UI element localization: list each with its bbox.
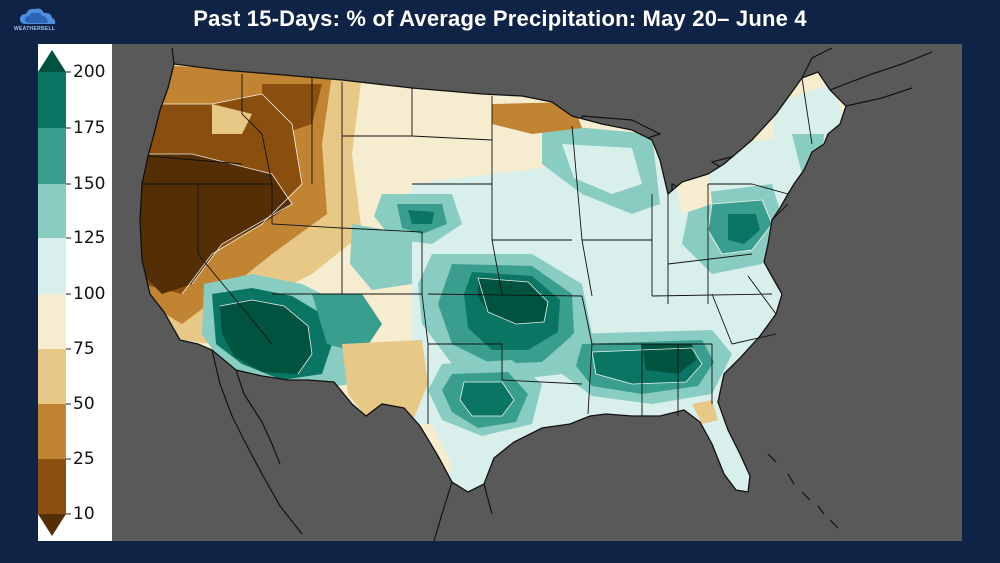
colorbar-segment-75-100: [38, 294, 66, 349]
precipitation-map: [112, 44, 962, 541]
colorbar-tick-label: 200: [73, 62, 106, 82]
colorbar-segment-175-200: [38, 72, 66, 128]
colorbar-arrow-bottom: [38, 514, 66, 536]
colorbar-tick-label: 125: [73, 228, 106, 248]
colorbar-tick-label: 50: [73, 394, 95, 414]
colorbar-tick-label: 10: [73, 504, 95, 524]
page-title: Past 15-Days: % of Average Precipitation…: [193, 6, 807, 31]
weatherbell-logo: [14, 6, 66, 36]
state-boundaries: [139, 63, 847, 493]
colorbar-segment-100-125: [38, 238, 66, 294]
mexico-coast: [211, 349, 493, 541]
colorbar-segment-150-175: [38, 128, 66, 184]
colorbar-segment-25-50: [38, 404, 66, 459]
colorbar-segment-50-75: [38, 349, 66, 404]
colorbar-tick-label: 100: [73, 284, 106, 304]
logo-wordmark: WEATHERBELL: [14, 26, 56, 32]
colorbar-tick-label: 25: [73, 449, 95, 469]
colorbar: [38, 50, 71, 536]
colorbar-tick-label: 175: [73, 118, 106, 138]
colorbar-segment-10-25: [38, 459, 66, 514]
colorbar-segment-125-150: [38, 184, 66, 238]
canada-coast: [171, 47, 933, 107]
colorbar-tick-label: 150: [73, 174, 106, 194]
bahamas-coast: [767, 453, 839, 529]
colorbar-arrow-top: [38, 50, 66, 72]
colorbar-tick-label: 75: [73, 339, 95, 359]
